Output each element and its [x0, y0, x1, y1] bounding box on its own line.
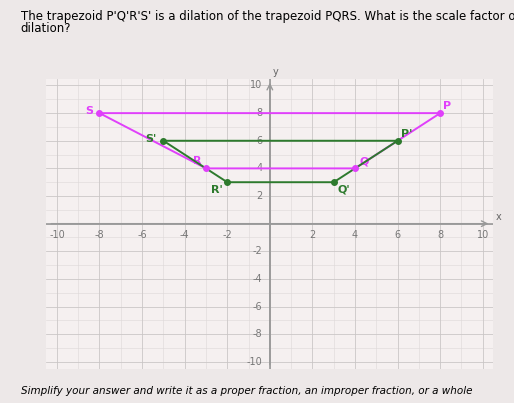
Text: -8: -8: [253, 329, 263, 339]
Text: -8: -8: [95, 230, 104, 240]
Text: 2: 2: [256, 191, 263, 201]
Text: R': R': [211, 185, 223, 195]
Text: x: x: [495, 212, 501, 222]
Text: Q': Q': [338, 185, 351, 195]
Text: -4: -4: [180, 230, 190, 240]
Text: Simplify your answer and write it as a proper fraction, an improper fraction, or: Simplify your answer and write it as a p…: [21, 386, 472, 396]
Text: P': P': [401, 129, 412, 139]
Text: y: y: [273, 67, 279, 77]
Text: R: R: [193, 156, 201, 166]
Text: 8: 8: [437, 230, 443, 240]
Text: -6: -6: [137, 230, 147, 240]
Text: 6: 6: [395, 230, 401, 240]
Text: -6: -6: [253, 301, 263, 312]
Text: dilation?: dilation?: [21, 22, 71, 35]
Text: 4: 4: [256, 163, 263, 173]
Text: -2: -2: [253, 246, 263, 256]
Text: -2: -2: [223, 230, 232, 240]
Text: 10: 10: [250, 81, 263, 91]
Text: 10: 10: [476, 230, 489, 240]
Text: 4: 4: [352, 230, 358, 240]
Text: -4: -4: [253, 274, 263, 284]
Text: The trapezoid P'Q'R'S' is a dilation of the trapezoid PQRS. What is the scale fa: The trapezoid P'Q'R'S' is a dilation of …: [21, 10, 514, 23]
Text: -10: -10: [49, 230, 65, 240]
Text: -10: -10: [247, 357, 263, 367]
Text: 2: 2: [309, 230, 316, 240]
Text: S: S: [85, 106, 93, 116]
Text: Q: Q: [359, 156, 369, 166]
Text: 6: 6: [256, 136, 263, 146]
Text: 8: 8: [256, 108, 263, 118]
Text: P: P: [444, 101, 451, 111]
Text: S': S': [146, 134, 157, 144]
